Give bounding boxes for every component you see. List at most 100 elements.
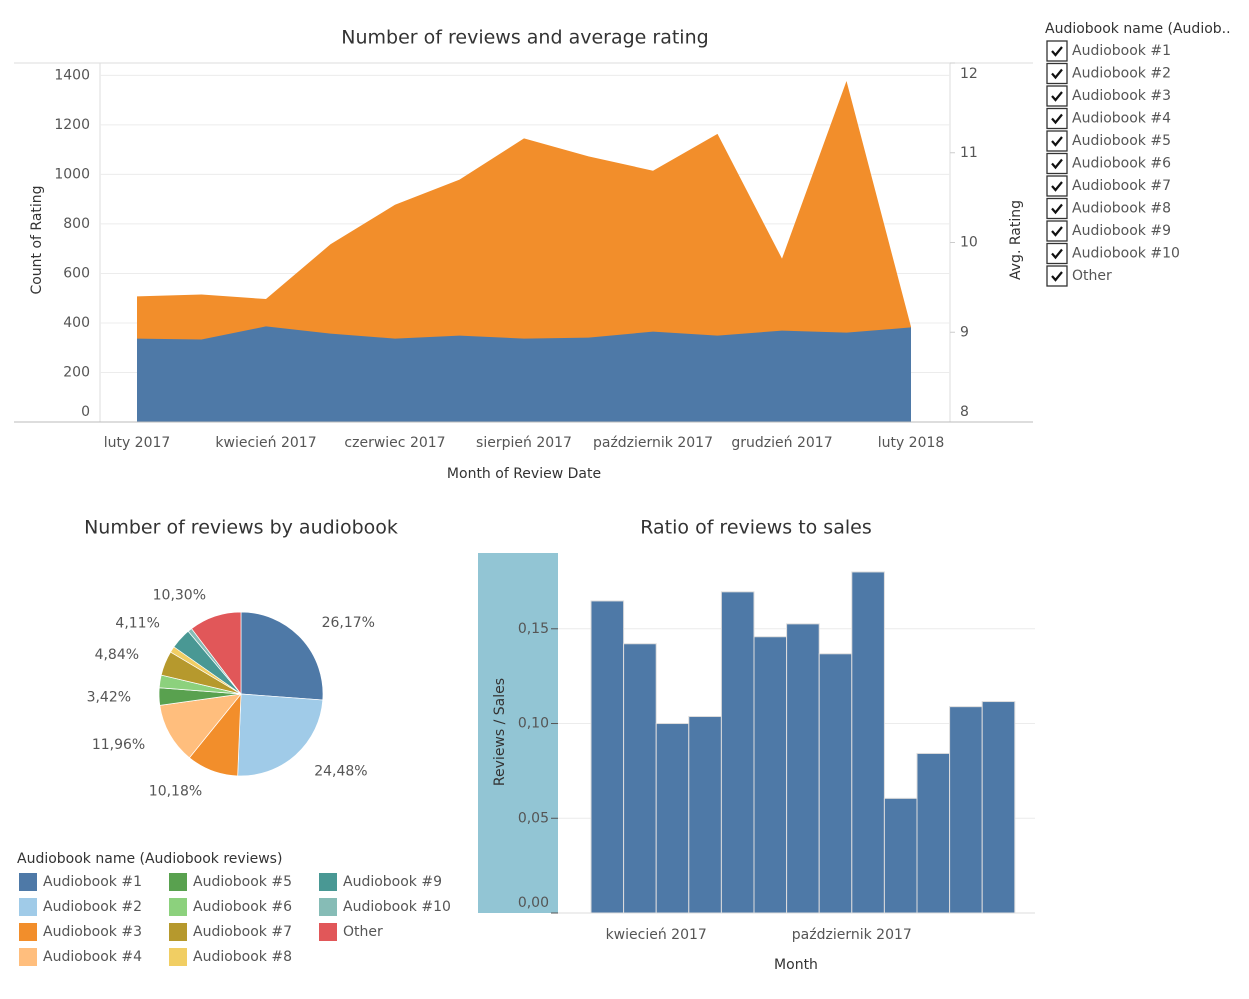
y-tick-label: 0,10 xyxy=(518,716,549,732)
legend-title: Audiobook name (Audiobook reviews) xyxy=(17,851,282,867)
data-label: 4,11% xyxy=(115,616,159,632)
checkbox[interactable] xyxy=(1046,130,1068,152)
bar xyxy=(655,723,690,914)
legend-label: Audiobook #10 xyxy=(343,899,451,915)
filter-label[interactable]: Audiobook #5 xyxy=(1072,133,1171,149)
y-axis-label: Count of Rating xyxy=(29,185,45,294)
legend-swatch xyxy=(19,873,37,891)
legend-label: Audiobook #1 xyxy=(43,874,142,890)
y-tick-label: 0,15 xyxy=(518,621,549,637)
filter-label[interactable]: Audiobook #9 xyxy=(1072,223,1171,239)
check-mark xyxy=(1051,203,1063,215)
axis-highlight xyxy=(478,553,558,913)
y2-axis-label: Avg. Rating xyxy=(1008,200,1024,280)
legend-label: Other xyxy=(343,924,383,940)
filter-label[interactable]: Audiobook #2 xyxy=(1072,66,1171,82)
data-label: 11,96% xyxy=(92,737,145,753)
legend-swatch xyxy=(169,898,187,916)
legend-label: Audiobook #5 xyxy=(193,874,292,890)
data-label: 26,17% xyxy=(322,615,375,631)
filter-item[interactable]: Audiobook #10 xyxy=(1046,242,1180,265)
check-mark xyxy=(1051,91,1063,102)
bar xyxy=(916,752,951,914)
filter-item[interactable]: Other xyxy=(1046,265,1112,287)
checkbox[interactable] xyxy=(1046,265,1068,287)
y-tick-label: 0,05 xyxy=(518,810,549,826)
filter-label[interactable]: Audiobook #4 xyxy=(1072,111,1171,127)
area xyxy=(137,326,911,422)
checkbox[interactable] xyxy=(1046,175,1068,197)
check-mark xyxy=(1051,46,1063,57)
filter-item[interactable]: Audiobook #4 xyxy=(1046,107,1171,130)
legend-swatch xyxy=(169,923,187,941)
x-axis-label: Month xyxy=(774,957,818,973)
legend-swatch xyxy=(319,873,337,891)
checkbox[interactable] xyxy=(1046,85,1068,107)
bar xyxy=(720,591,755,914)
filter-label[interactable]: Other xyxy=(1072,268,1112,284)
legend-label: Audiobook #2 xyxy=(43,899,142,915)
legend-label: Audiobook #4 xyxy=(43,949,142,965)
filter-item[interactable]: Audiobook #6 xyxy=(1046,152,1171,175)
filter-item[interactable]: Audiobook #5 xyxy=(1046,130,1171,152)
filter-item[interactable]: Audiobook #8 xyxy=(1046,197,1171,220)
bar xyxy=(623,643,657,914)
check-mark xyxy=(1051,271,1063,282)
checkbox[interactable] xyxy=(1046,152,1068,175)
check-mark xyxy=(1051,181,1063,192)
filter-label[interactable]: Audiobook #3 xyxy=(1072,88,1171,104)
y2-tick-label: 8 xyxy=(960,404,969,420)
check-mark xyxy=(1051,136,1063,147)
checkbox[interactable] xyxy=(1046,242,1068,265)
x-tick-label: czerwiec 2017 xyxy=(344,435,445,451)
check-mark xyxy=(1051,226,1063,237)
checkbox[interactable] xyxy=(1046,62,1068,85)
bar xyxy=(688,716,722,914)
pie-slice xyxy=(237,693,324,777)
legend-label: Audiobook #6 xyxy=(193,899,292,915)
filter-label[interactable]: Audiobook #1 xyxy=(1072,43,1171,59)
legend-label: Audiobook #3 xyxy=(43,924,142,940)
filter-label[interactable]: Audiobook #7 xyxy=(1072,178,1171,194)
y-tick-label: 1400 xyxy=(54,67,90,83)
chart-title: Number of reviews and average rating xyxy=(341,27,708,49)
x-tick-label: luty 2018 xyxy=(878,435,945,451)
legend-swatch xyxy=(319,898,337,916)
filter-item[interactable]: Audiobook #9 xyxy=(1046,220,1171,242)
filter-item[interactable]: Audiobook #1 xyxy=(1046,40,1171,62)
y-axis-label: Reviews / Sales xyxy=(492,678,508,786)
chart-title: Number of reviews by audiobook xyxy=(84,517,398,539)
legend-swatch xyxy=(319,923,337,941)
data-label: 3,42% xyxy=(87,689,131,705)
checkbox[interactable] xyxy=(1046,197,1068,220)
bar xyxy=(981,701,1016,914)
bar xyxy=(590,600,625,914)
filter-item[interactable]: Audiobook #7 xyxy=(1046,175,1171,197)
filter-label[interactable]: Audiobook #6 xyxy=(1072,156,1171,172)
checkbox[interactable] xyxy=(1046,40,1068,62)
bar xyxy=(786,623,820,914)
legend-swatch xyxy=(169,948,187,966)
chart-title: Ratio of reviews to sales xyxy=(640,517,871,539)
bar xyxy=(883,797,918,914)
checkbox[interactable] xyxy=(1046,220,1068,242)
checkbox[interactable] xyxy=(1046,107,1068,130)
check-mark xyxy=(1051,68,1063,80)
filter-item[interactable]: Audiobook #2 xyxy=(1046,62,1171,85)
y-tick-label: 200 xyxy=(63,364,90,380)
x-axis-label: Month of Review Date xyxy=(447,466,601,482)
x-tick-label: kwiecień 2017 xyxy=(606,927,707,943)
pie-slice xyxy=(240,611,324,701)
filter-label[interactable]: Audiobook #10 xyxy=(1072,246,1180,262)
x-tick-label: październik 2017 xyxy=(593,435,713,451)
filter-item[interactable]: Audiobook #3 xyxy=(1046,85,1171,107)
bar xyxy=(818,653,853,914)
y2-tick-label: 9 xyxy=(960,324,969,340)
pie-slice xyxy=(159,693,242,759)
legend-swatch xyxy=(19,948,37,966)
legend-label: Audiobook #9 xyxy=(343,874,442,890)
check-mark xyxy=(1051,113,1063,125)
filter-label[interactable]: Audiobook #8 xyxy=(1072,201,1171,217)
x-tick-label: grudzień 2017 xyxy=(731,435,832,451)
